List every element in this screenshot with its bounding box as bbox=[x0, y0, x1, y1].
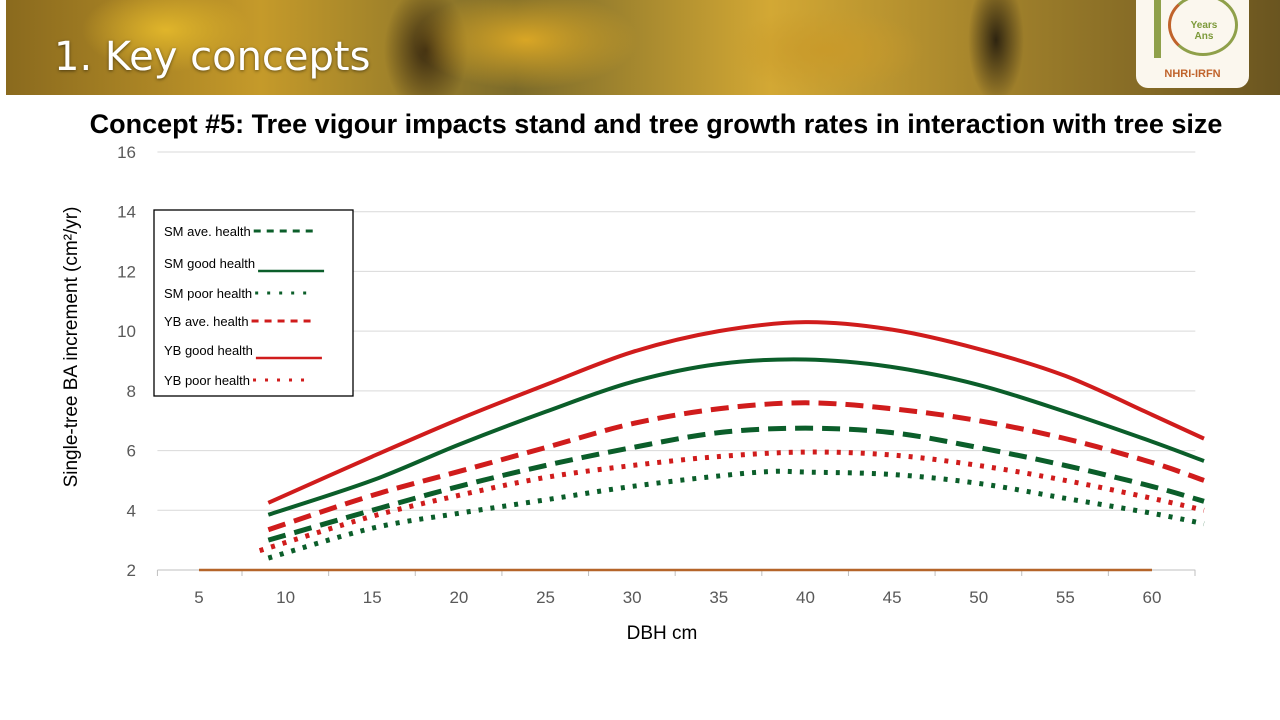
y-tick-label: 2 bbox=[127, 561, 136, 580]
x-tick-label: 50 bbox=[969, 588, 988, 607]
legend-label: YB poor health bbox=[164, 373, 250, 388]
y-axis-title: Single-tree BA increment (cm²/yr) bbox=[61, 207, 82, 488]
series-line-sm-poor-health bbox=[267, 468, 1205, 561]
series-line-sm-ave-health bbox=[267, 425, 1205, 543]
series-line-sm-good-health bbox=[267, 357, 1205, 517]
series-line-yb-poor-health bbox=[258, 449, 1205, 553]
legend-label: SM good health bbox=[164, 256, 255, 271]
logo-years: Years Ans bbox=[1186, 20, 1222, 42]
y-tick-label: 6 bbox=[127, 442, 136, 461]
y-tick-label: 4 bbox=[127, 501, 136, 520]
y-tick-label: 10 bbox=[117, 322, 136, 341]
x-tick-label: 25 bbox=[536, 588, 555, 607]
logo-one-mark bbox=[1154, 0, 1161, 58]
slide-title: Concept #5: Tree vigour impacts stand an… bbox=[89, 109, 1223, 139]
x-tick-label: 40 bbox=[796, 588, 815, 607]
y-tick-label: 14 bbox=[117, 203, 136, 222]
y-tick-label: 12 bbox=[117, 262, 136, 281]
section-title: 1. Key concepts bbox=[54, 34, 371, 80]
legend-label: YB ave. health bbox=[164, 314, 249, 329]
x-tick-label: 15 bbox=[363, 588, 382, 607]
legend-label: SM poor health bbox=[164, 286, 252, 301]
logo: Years Ans NHRI-IRFN bbox=[1136, 0, 1249, 88]
header-banner bbox=[6, 0, 1280, 95]
x-tick-label: 5 bbox=[194, 588, 203, 607]
y-tick-label: 8 bbox=[127, 382, 136, 401]
series-line-yb-good-health bbox=[267, 320, 1205, 505]
x-tick-label: 55 bbox=[1056, 588, 1075, 607]
legend-box bbox=[153, 209, 354, 397]
legend-label: SM ave. health bbox=[164, 224, 251, 239]
x-tick-label: 45 bbox=[883, 588, 902, 607]
series-line-yb-ave-health bbox=[267, 400, 1205, 533]
logo-years-en: Years bbox=[1190, 20, 1218, 31]
logo-zero-mark bbox=[1168, 0, 1238, 56]
logo-years-fr: Ans bbox=[1194, 31, 1214, 42]
legend-label: YB good health bbox=[164, 343, 253, 358]
x-tick-label: 35 bbox=[709, 588, 728, 607]
x-axis-title: DBH cm bbox=[627, 623, 698, 644]
y-tick-label: 16 bbox=[117, 143, 136, 162]
logo-org: NHRI-IRFN bbox=[1164, 68, 1221, 80]
x-tick-label: 20 bbox=[449, 588, 468, 607]
x-tick-label: 30 bbox=[623, 588, 642, 607]
x-tick-label: 10 bbox=[276, 588, 295, 607]
x-tick-label: 60 bbox=[1143, 588, 1162, 607]
